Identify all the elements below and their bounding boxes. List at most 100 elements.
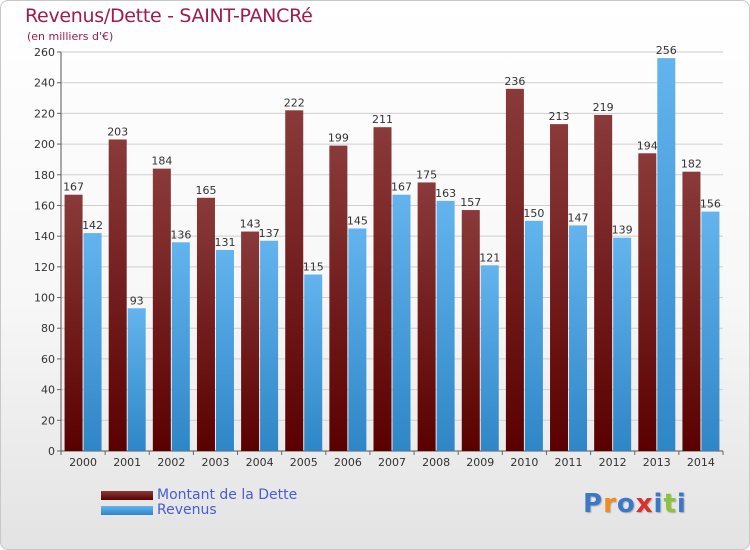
bar-dette [417, 182, 436, 451]
bar-revenus [392, 194, 411, 451]
data-label-dette: 194 [637, 139, 658, 152]
data-label-dette: 167 [63, 181, 84, 194]
data-label-revenus: 167 [391, 181, 412, 194]
bar-dette [152, 168, 171, 451]
bar-revenus [348, 228, 367, 451]
x-tick-label: 2012 [599, 456, 627, 469]
data-label-revenus: 150 [523, 207, 544, 220]
logo-letter: i [676, 489, 687, 519]
data-label-dette: 236 [504, 75, 525, 88]
bar-dette [461, 210, 480, 451]
x-tick-label: 2014 [687, 456, 715, 469]
bar-dette [329, 145, 348, 451]
data-label-revenus: 115 [303, 261, 324, 274]
x-tick-label: 2005 [290, 456, 318, 469]
x-tick-label: 2013 [643, 456, 671, 469]
y-tick-label: 240 [34, 77, 55, 90]
y-tick-label: 100 [34, 292, 55, 305]
y-tick-label: 140 [34, 230, 55, 243]
data-label-dette: 222 [284, 96, 305, 109]
y-tick-label: 20 [41, 414, 55, 427]
data-label-revenus: 93 [130, 294, 144, 307]
data-label-dette: 213 [549, 110, 570, 123]
axes: 0 20 40 60 80 100 120 140 160 180 200 220 240 260 2000… [34, 46, 724, 469]
bar-revenus [436, 200, 455, 451]
y-tick-label: 180 [34, 169, 55, 182]
data-label-revenus: 145 [347, 214, 368, 227]
grid-lines [61, 51, 723, 452]
data-label-revenus: 156 [700, 198, 721, 211]
bar-dette [373, 127, 392, 451]
proxiti-logo: Proxiti [583, 489, 687, 519]
y-tick-label: 80 [41, 322, 55, 335]
data-label-revenus: 147 [568, 211, 589, 224]
chart-title: Revenus/Dette - SAINT-PANCRé [25, 5, 313, 27]
bar-revenus [480, 265, 499, 451]
x-tick-label: 2000 [69, 456, 97, 469]
bar-dette [594, 114, 613, 452]
bar-revenus [171, 242, 190, 451]
data-label-dette: 182 [681, 158, 702, 171]
bar-dette [638, 153, 657, 452]
y-tick-label: 40 [41, 384, 55, 397]
legend-swatch-dette [101, 491, 153, 500]
y-tick-label: 120 [34, 261, 55, 274]
bar-dette [285, 110, 304, 452]
bar-dette [108, 139, 127, 451]
y-tick-label: 220 [34, 107, 55, 120]
data-label-revenus: 136 [170, 228, 191, 241]
data-label-revenus: 139 [612, 224, 633, 237]
bar-dette [682, 171, 701, 451]
data-label-dette: 157 [460, 196, 481, 209]
x-tick-label: 2006 [334, 456, 362, 469]
bar-dette [196, 197, 215, 451]
y-tick-label: 200 [34, 138, 55, 151]
y-tick-label: 60 [41, 353, 55, 366]
data-label-dette: 165 [195, 184, 216, 197]
bar-dette [550, 124, 569, 451]
x-tick-label: 2004 [246, 456, 274, 469]
data-label-dette: 199 [328, 132, 349, 145]
y-tick-label: 0 [48, 445, 55, 458]
legend-swatch-revenus [101, 506, 153, 515]
data-label-dette: 219 [593, 101, 614, 114]
bar-revenus [613, 237, 632, 451]
logo-letter: o [616, 489, 636, 519]
x-tick-label: 2011 [555, 456, 583, 469]
bar-revenus [657, 58, 676, 452]
data-label-dette: 203 [107, 125, 128, 138]
y-tick-label: 160 [34, 199, 55, 212]
bar-revenus [304, 274, 323, 451]
bar-dette [241, 231, 260, 451]
data-label-revenus: 142 [82, 219, 103, 232]
logo-letter: i [653, 489, 664, 519]
chart-subtitle: (en milliers d'€) [27, 30, 114, 43]
bar-revenus [215, 249, 234, 451]
data-label-dette: 211 [372, 113, 393, 126]
data-label-revenus: 256 [656, 44, 677, 57]
bar-dette [505, 88, 524, 451]
y-tick-label: 260 [34, 46, 55, 59]
x-tick-label: 2001 [113, 456, 141, 469]
logo-letter: r [603, 489, 617, 519]
logo-letter: P [583, 489, 604, 519]
bar-revenus [701, 211, 720, 451]
data-label-revenus: 163 [435, 187, 456, 200]
bar-revenus [260, 240, 279, 451]
data-label-dette: 143 [240, 218, 261, 231]
bar-revenus [127, 308, 146, 451]
data-label-revenus: 131 [214, 236, 235, 249]
legend-label-dette: Montant de la Dette [157, 487, 298, 503]
x-tick-label: 2008 [422, 456, 450, 469]
bar-revenus [569, 225, 588, 451]
logo-letter: t [663, 489, 677, 519]
bar-revenus [524, 220, 543, 451]
data-label-revenus: 121 [479, 251, 500, 264]
logo-letter: x [635, 489, 654, 519]
data-label-dette: 184 [151, 155, 172, 168]
bars [64, 58, 720, 452]
x-tick-label: 2002 [157, 456, 185, 469]
